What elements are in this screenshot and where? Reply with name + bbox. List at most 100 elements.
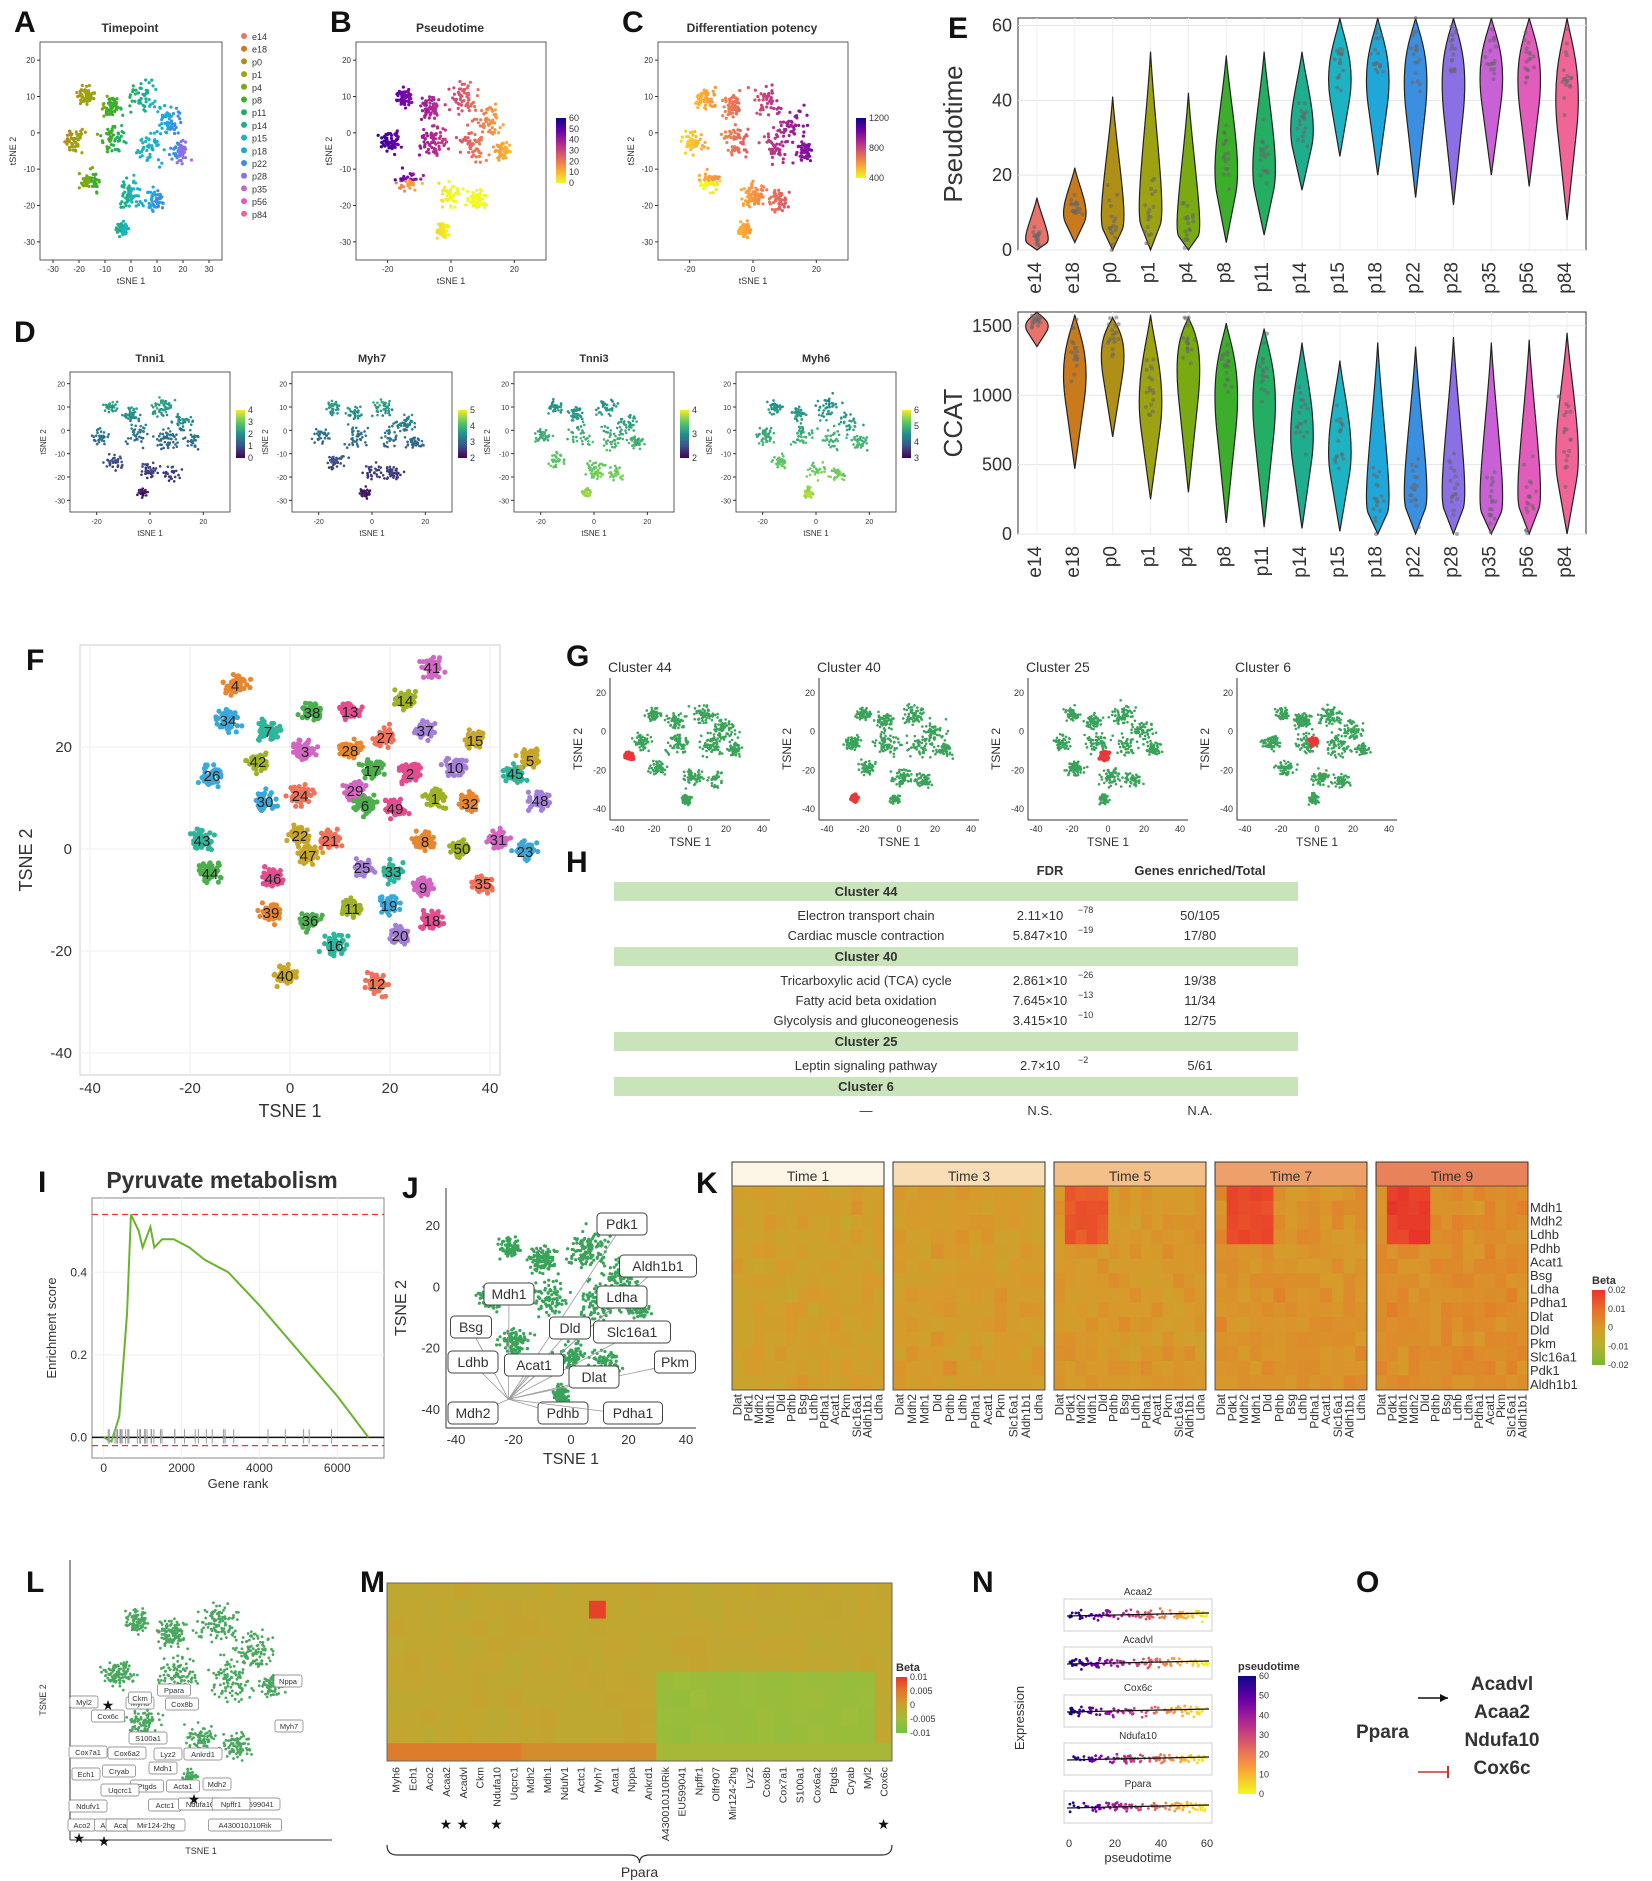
violin-point xyxy=(1371,506,1376,511)
data-point xyxy=(540,433,544,437)
y-tick-label-D3: -10 xyxy=(721,452,731,459)
data-point xyxy=(108,460,111,463)
data-point xyxy=(154,87,158,92)
colorbar-tick-D0: 1 xyxy=(248,441,253,451)
data-point xyxy=(826,410,830,413)
y-tick-label-C: 20 xyxy=(644,56,653,65)
violin-point xyxy=(1262,151,1267,156)
data-point xyxy=(799,414,803,418)
data-point xyxy=(862,436,865,440)
data-point xyxy=(391,468,394,472)
data-point xyxy=(402,174,406,179)
data-point xyxy=(73,140,77,144)
data-point xyxy=(403,106,408,110)
violin-point xyxy=(1222,362,1227,367)
data-point xyxy=(196,434,200,438)
data-point xyxy=(133,434,137,437)
y-tick-label-D1: 0 xyxy=(283,428,287,435)
data-point xyxy=(758,112,762,116)
violin-point xyxy=(1032,224,1037,229)
data-point xyxy=(421,173,425,178)
violin-point xyxy=(1381,499,1386,504)
violin-point xyxy=(1492,38,1497,43)
colorbar-tick-B: 40 xyxy=(569,135,579,145)
data-point xyxy=(797,405,801,409)
data-point xyxy=(736,134,740,138)
data-point xyxy=(169,124,173,129)
data-point xyxy=(343,442,346,446)
data-point xyxy=(98,434,101,438)
violin-point xyxy=(1565,453,1570,458)
data-point xyxy=(440,205,445,209)
violin-point xyxy=(1113,228,1118,233)
data-point xyxy=(174,443,177,446)
data-point xyxy=(834,402,838,406)
data-point xyxy=(482,193,486,198)
data-point xyxy=(688,130,692,135)
data-point xyxy=(566,437,569,441)
violin-point xyxy=(1258,173,1263,178)
axes-frame-D2 xyxy=(513,371,675,513)
data-point xyxy=(148,152,152,156)
data-point xyxy=(124,224,129,228)
data-point xyxy=(84,95,88,100)
data-point xyxy=(443,188,447,192)
violin-point xyxy=(1108,336,1113,341)
violin-point xyxy=(1259,380,1264,385)
legend-label-A: e14 xyxy=(252,32,267,42)
data-point xyxy=(120,129,124,134)
violin-point xyxy=(1524,59,1529,64)
data-point xyxy=(346,406,350,410)
data-point xyxy=(753,88,757,92)
data-point xyxy=(789,443,793,446)
colorbar-D0 xyxy=(236,410,245,458)
data-point xyxy=(143,427,146,430)
violin-point xyxy=(1338,427,1343,432)
data-point xyxy=(767,408,770,411)
data-point xyxy=(750,192,754,196)
data-point xyxy=(826,434,829,438)
data-point xyxy=(813,473,817,476)
data-point xyxy=(779,458,783,462)
data-point xyxy=(791,161,795,165)
data-point xyxy=(742,234,746,239)
data-point xyxy=(132,173,136,177)
data-point xyxy=(121,180,126,184)
data-point xyxy=(323,436,327,440)
data-point xyxy=(330,399,334,403)
violin-point xyxy=(1489,489,1494,494)
legend-swatch-A xyxy=(241,147,247,154)
x-tick-label-Etop: p35 xyxy=(1479,262,1500,294)
data-point xyxy=(444,140,449,144)
data-point xyxy=(356,430,360,433)
data-point xyxy=(446,147,451,151)
data-point xyxy=(144,78,148,82)
data-point xyxy=(165,434,169,437)
data-point xyxy=(144,100,148,104)
violin-point xyxy=(1564,427,1569,432)
data-point xyxy=(167,112,171,116)
data-point xyxy=(141,465,144,468)
violin-point xyxy=(1144,367,1149,372)
data-point xyxy=(592,475,595,479)
data-point xyxy=(707,174,711,178)
data-point xyxy=(393,471,396,475)
violin-point xyxy=(1374,30,1379,35)
violin-point xyxy=(1416,525,1421,530)
violin-point xyxy=(1524,528,1529,533)
data-point xyxy=(635,420,638,423)
data-point xyxy=(804,492,808,496)
data-point xyxy=(379,398,383,401)
data-point xyxy=(411,172,415,176)
data-point xyxy=(174,437,178,441)
violin-point xyxy=(1151,204,1156,209)
data-point xyxy=(493,149,497,154)
data-point xyxy=(387,145,392,149)
violin-point xyxy=(1220,353,1225,358)
data-point xyxy=(325,407,328,411)
legend-swatch-A xyxy=(241,210,247,217)
data-point xyxy=(428,105,432,109)
violin-point xyxy=(1116,322,1121,327)
violin-point xyxy=(1523,30,1528,35)
violin-point xyxy=(1258,158,1263,163)
